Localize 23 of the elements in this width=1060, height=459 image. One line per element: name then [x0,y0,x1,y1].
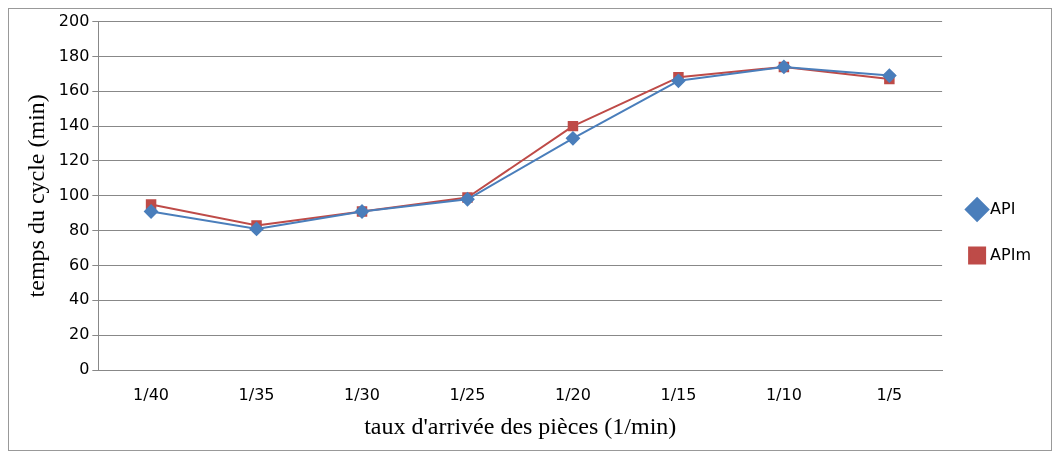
y-tick-label: 120 [58,150,90,170]
x-tick-label: 1/40 [133,384,170,404]
y-tick-label: 100 [58,184,90,204]
x-tick-label: 1/15 [660,384,697,404]
y-tick-label: 0 [79,359,90,379]
x-tick-label: 1/25 [449,384,486,404]
legend-label: APIm [990,244,1032,264]
y-tick-label: 80 [68,219,90,239]
y-tick-label: 20 [68,324,90,344]
x-axis-title: taux d'arrivée des pièces (1/min) [364,412,677,439]
y-axis-title: temps du cycle (min) [22,94,49,298]
y-tick-label: 140 [58,115,90,135]
x-tick-label: 1/5 [876,384,903,404]
x-tick-label: 1/30 [344,384,380,404]
x-tick-label: 1/20 [554,384,591,404]
y-tick-label: 200 [58,10,90,30]
x-tick-label: 1/35 [238,384,275,404]
y-tick-label: 160 [58,80,90,100]
x-tick-label: 1/10 [765,384,802,404]
legend-label: API [990,198,1016,218]
y-tick-label: 180 [58,45,90,65]
y-tick-label: 60 [68,254,90,274]
y-tick-label: 40 [68,289,90,309]
